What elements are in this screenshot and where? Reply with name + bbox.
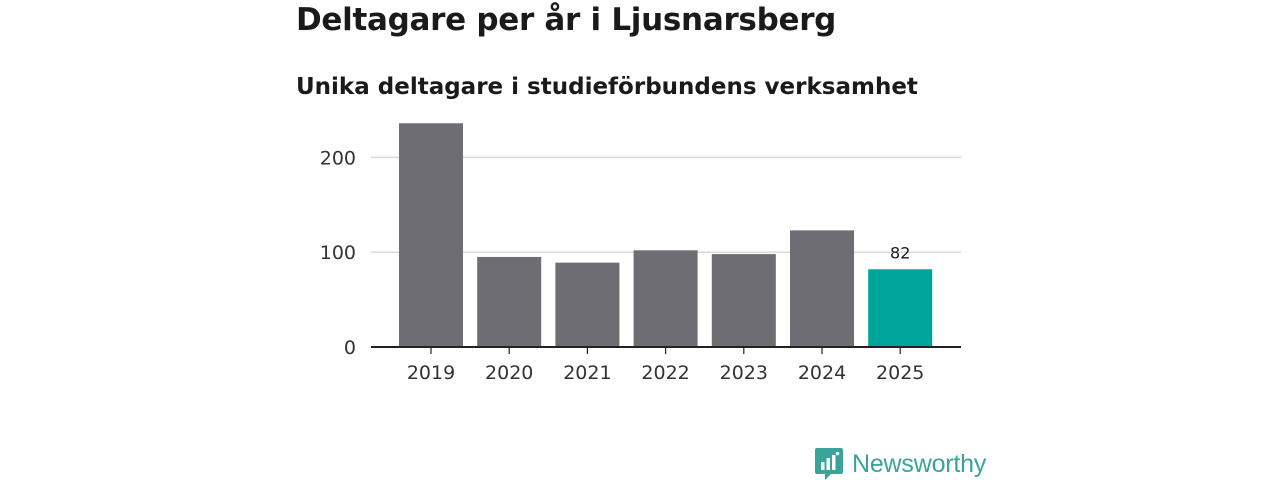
bar <box>633 250 698 347</box>
chart-subtitle: Unika deltagare i studieförbundens verks… <box>296 74 918 100</box>
brand-name: Newsworthy <box>852 449 987 478</box>
bar <box>868 269 933 347</box>
x-tick-label: 2021 <box>563 362 611 384</box>
bar <box>711 254 776 347</box>
newsworthy-logo-icon <box>815 448 843 480</box>
bar <box>399 123 463 347</box>
chart-title: Deltagare per år i Ljusnarsberg <box>296 2 837 38</box>
x-tick-label: 2019 <box>407 362 455 384</box>
data-label: 82 <box>890 243 910 262</box>
x-tick-label: 2025 <box>876 362 924 384</box>
bar <box>790 230 854 347</box>
brand-logo: Newsworthy <box>814 446 986 482</box>
y-tick-label: 0 <box>344 337 356 359</box>
x-tick-label: 2023 <box>720 362 768 384</box>
x-tick-label: 2020 <box>485 362 533 384</box>
x-tick-label: 2022 <box>641 362 689 384</box>
y-tick-label: 200 <box>320 147 356 169</box>
bar <box>555 262 620 347</box>
x-tick-label: 2024 <box>798 362 846 384</box>
bar <box>477 256 542 347</box>
y-tick-label: 100 <box>320 242 356 264</box>
